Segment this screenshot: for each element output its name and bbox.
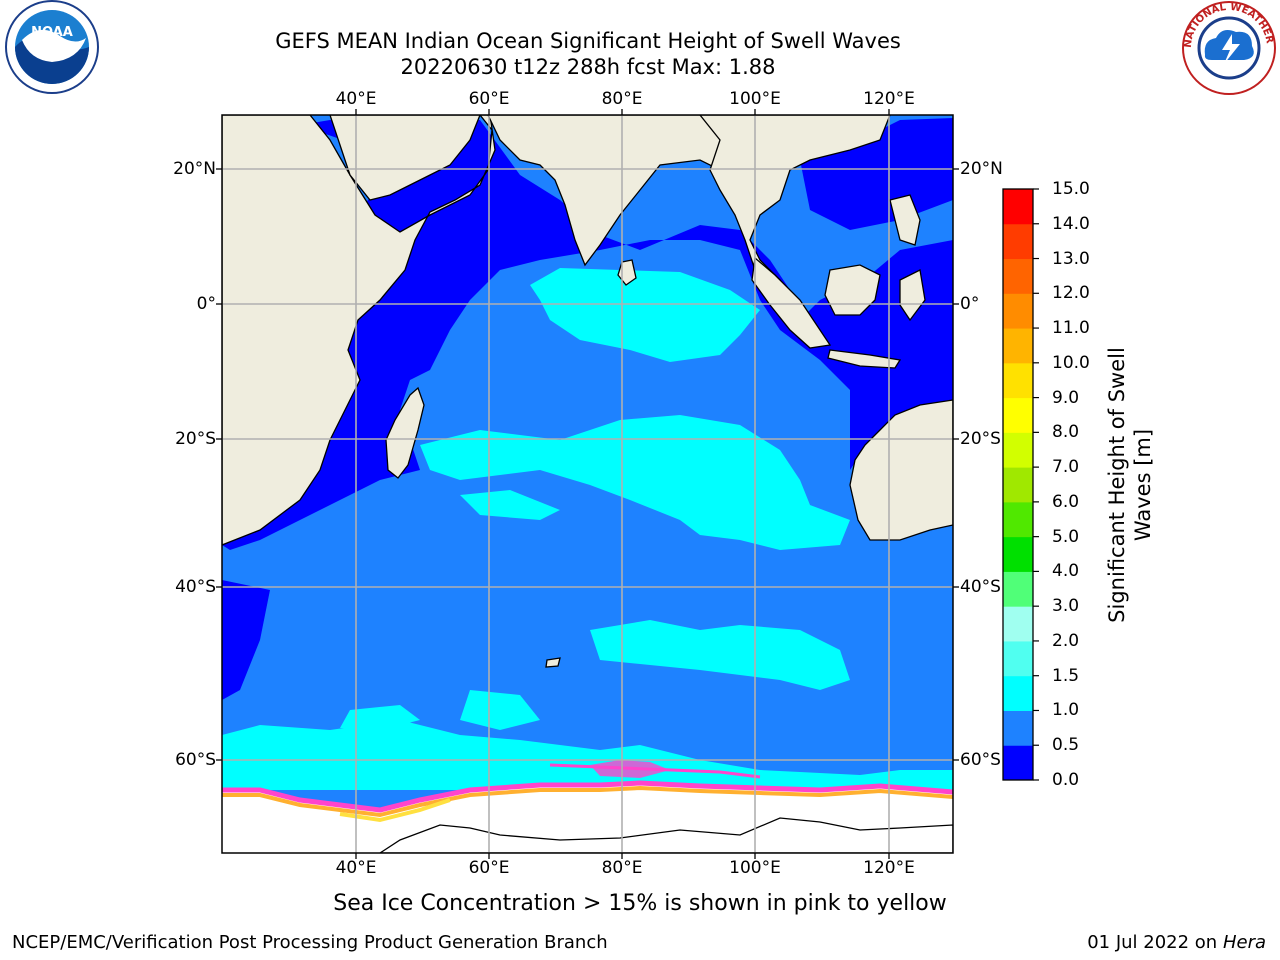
lat-label-right-40s: 40°S	[960, 577, 1001, 597]
colorbar-frame	[1002, 188, 1034, 781]
colorbar-segment	[1003, 432, 1033, 468]
lon-label-top-120e: 120°E	[863, 89, 915, 109]
colorbar-tick-label: 0.5	[1052, 735, 1080, 756]
ice-edge-upper	[549, 763, 761, 779]
colorbar-segment	[1003, 745, 1033, 781]
colorbar-segment	[1003, 189, 1033, 225]
noaa-logo-icon: NOAA	[5, 0, 99, 94]
colorbar-title: Significant Height of Swell Waves [m]	[1104, 285, 1156, 685]
colorbar-tick-label: 1.0	[1052, 700, 1080, 721]
colorbar-tick-label: 12.0	[1052, 283, 1090, 304]
colorbar	[1002, 188, 1039, 781]
ice-edge-pink	[222, 780, 953, 813]
colorbar-tick-label: 10.0	[1052, 352, 1090, 373]
colorbar-segment	[1003, 501, 1033, 538]
moderate-swell-regions	[222, 268, 953, 790]
colorbar-segment	[1003, 640, 1033, 677]
colorbar-segment	[1003, 258, 1033, 294]
chart-title: GEFS MEAN Indian Ocean Significant Heigh…	[275, 29, 901, 53]
credit-text: NCEP/EMC/Verification Post Processing Pr…	[12, 932, 608, 953]
host-name: Hera	[1222, 932, 1266, 953]
colorbar-tick-label: 11.0	[1052, 318, 1090, 339]
colorbar-tick-label: 3.0	[1052, 596, 1080, 617]
lon-label-bottom-60e: 60°E	[468, 858, 510, 878]
colorbar-segment	[1003, 675, 1033, 711]
lat-label-left-0: 0°	[196, 294, 216, 314]
colorbar-tick-label: 6.0	[1052, 491, 1080, 512]
colorbar-segment	[1003, 293, 1033, 329]
lat-label-right-60s: 60°S	[960, 750, 1001, 770]
ice-edge-orange	[222, 785, 953, 818]
antarctica-coast	[378, 817, 953, 853]
colorbar-segment	[1003, 571, 1033, 607]
lon-label-bottom-100e: 100°E	[729, 858, 781, 878]
gridlines	[222, 115, 953, 853]
lat-label-right-20n: 20°N	[960, 159, 1003, 179]
colorbar-tick-label: 15.0	[1052, 179, 1090, 199]
colorbar-tick-label: 9.0	[1052, 387, 1080, 408]
lon-label-bottom-80e: 80°E	[601, 858, 643, 878]
colorbar-segment	[1003, 536, 1033, 572]
colorbar-tick-label: 4.0	[1052, 561, 1080, 582]
colorbar-tick-label: 7.0	[1052, 457, 1080, 478]
lon-label-top-40e: 40°E	[335, 89, 377, 109]
colorbar-tick-label: 0.0	[1052, 770, 1080, 790]
colorbar-segment	[1003, 328, 1033, 364]
lat-label-left-60s: 60°S	[175, 750, 216, 770]
date-label: 01 Jul 2022 on	[1087, 932, 1223, 953]
colorbar-tick-label: 13.0	[1052, 248, 1090, 269]
lon-label-top-80e: 80°E	[601, 89, 643, 109]
lat-label-right-0: 0°	[960, 294, 980, 314]
colorbar-segment	[1003, 467, 1033, 503]
lon-label-bottom-120e: 120°E	[863, 858, 915, 878]
colorbar-segment	[1003, 710, 1033, 746]
lat-label-left-20s: 20°S	[175, 429, 216, 449]
map-frame	[221, 114, 954, 854]
noaa-logo-text: NOAA	[31, 25, 73, 40]
sea-ice-note: Sea Ice Concentration > 15% is shown in …	[333, 891, 947, 916]
colorbar-tick-label: 1.5	[1052, 665, 1080, 686]
colorbar-tick-label: 14.0	[1052, 213, 1090, 234]
nws-logo-text: NATIONAL WEATHER SERVICE	[0, 0, 1275, 48]
lat-label-left-20n: 20°N	[173, 159, 216, 179]
colorbar-title-line1: Significant Height of Swell	[1105, 347, 1129, 623]
colorbar-tick-label: 8.0	[1052, 422, 1080, 443]
ice-edge-yellow	[339, 798, 451, 823]
lon-label-top-60e: 60°E	[468, 89, 510, 109]
colorbar-segment	[1003, 397, 1033, 433]
colorbar-segment	[1003, 362, 1033, 399]
colorbar-title-line2: Waves [m]	[1131, 428, 1155, 542]
lon-label-bottom-40e: 40°E	[335, 858, 377, 878]
colorbar-tick-label: 5.0	[1052, 526, 1080, 547]
date-text: 01 Jul 2022 on Hera	[1087, 932, 1266, 953]
chart-subtitle: 20220630 t12z 288h fcst Max: 1.88	[400, 55, 776, 79]
colorbar-segment	[1003, 223, 1033, 260]
colorbar-tick-label: 2.0	[1052, 630, 1080, 651]
lat-label-left-40s: 40°S	[175, 577, 216, 597]
colorbar-segment	[1003, 606, 1033, 642]
nws-logo-icon: NATIONAL WEATHER SERVICE	[0, 0, 1276, 95]
lon-label-top-100e: 100°E	[729, 89, 781, 109]
lat-label-right-20s: 20°S	[960, 429, 1001, 449]
